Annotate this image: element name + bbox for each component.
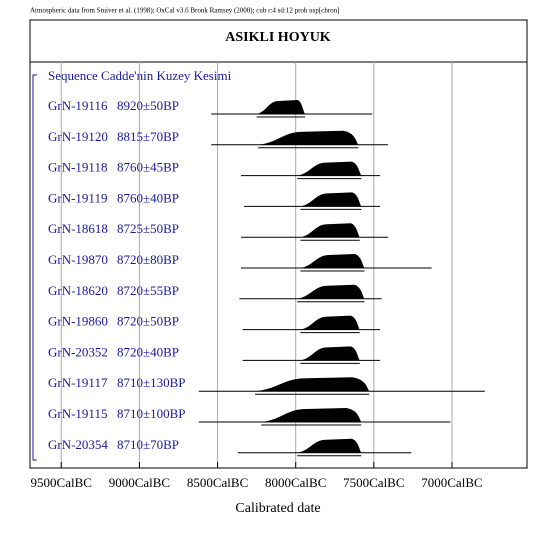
x-tick-label: 8500CalBC	[187, 475, 248, 490]
x-tick-label: 9000CalBC	[109, 475, 170, 490]
distribution	[300, 254, 365, 268]
distribution	[300, 315, 360, 330]
sample-name: GrN-19118	[48, 160, 107, 175]
chart-title: ASIKLI HOYUK	[225, 30, 331, 45]
x-tick-label: 7000CalBC	[421, 475, 482, 490]
sample-date: 8720±50BP	[117, 314, 179, 329]
x-axis-label: Calibrated date	[235, 501, 320, 516]
sample-name: GrN-20354	[48, 437, 108, 452]
distribution	[297, 284, 365, 299]
sample-date: 8710±130BP	[117, 375, 186, 390]
sample-date: 8710±70BP	[117, 437, 179, 452]
sample-name: GrN-19120	[48, 129, 108, 144]
sample-name: GrN-19870	[48, 252, 108, 267]
sample-name: GrN-18620	[48, 283, 108, 298]
sample-name: GrN-19860	[48, 314, 108, 329]
sample-date: 8720±80BP	[117, 252, 179, 267]
x-tick-label: 7500CalBC	[343, 475, 404, 490]
x-tick-label: 8000CalBC	[265, 475, 326, 490]
sample-name: GrN-20352	[48, 344, 108, 359]
distribution	[256, 100, 306, 114]
sample-name: GrN-19116	[48, 98, 108, 113]
sample-date: 8720±40BP	[117, 344, 179, 359]
sample-date: 8760±40BP	[117, 190, 179, 205]
x-tick-label: 9500CalBC	[31, 475, 92, 490]
sample-name: GrN-19119	[48, 190, 107, 205]
distribution	[297, 161, 362, 176]
distribution	[300, 192, 362, 207]
sample-date: 8815±70BP	[117, 129, 179, 144]
frame	[29, 19, 528, 469]
sample-date: 8760±45BP	[117, 160, 179, 175]
distribution	[261, 408, 362, 422]
sequence-bracket	[32, 74, 37, 461]
distribution	[300, 346, 360, 361]
sample-date: 8710±100BP	[117, 406, 186, 421]
sample-date: 8920±50BP	[117, 98, 179, 113]
sample-date: 8725±50BP	[117, 221, 179, 236]
sample-name: GrN-18618	[48, 221, 108, 236]
distribution	[258, 130, 359, 145]
sample-date: 8720±55BP	[117, 283, 179, 298]
distribution	[255, 377, 370, 392]
distribution	[297, 438, 362, 453]
distribution	[300, 223, 360, 238]
sample-name: GrN-19117	[48, 375, 108, 390]
header-note: Atmospheric data from Stuiver et al. (19…	[30, 7, 340, 15]
sample-name: GrN-19115	[48, 406, 107, 421]
